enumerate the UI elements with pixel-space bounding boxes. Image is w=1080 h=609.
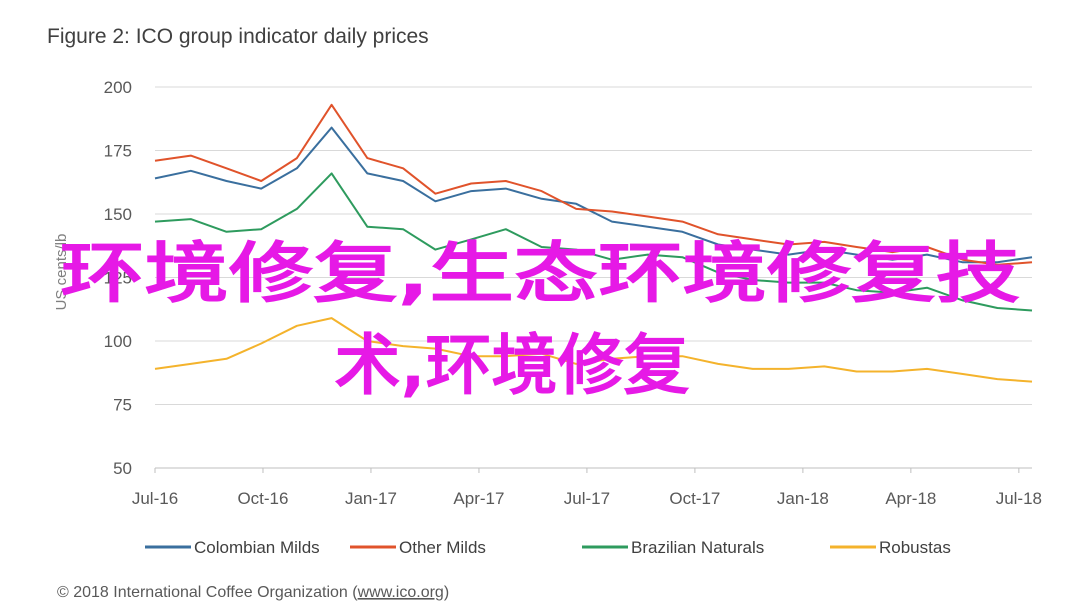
y-tick-label: 175 bbox=[104, 142, 132, 161]
y-tick-label: 50 bbox=[113, 459, 132, 478]
footer-prefix: © 2018 International Coffee Organization… bbox=[57, 584, 358, 601]
y-tick-label: 125 bbox=[104, 269, 132, 288]
x-tick-label: Jan-18 bbox=[777, 489, 829, 508]
x-tick-label: Oct-17 bbox=[669, 489, 720, 508]
y-tick-label: 75 bbox=[113, 396, 132, 415]
x-tick-label: Oct-16 bbox=[237, 489, 288, 508]
legend: Colombian Milds Other Milds Brazilian Natu… bbox=[145, 538, 951, 557]
y-axis-label: US cents/lb bbox=[53, 234, 70, 311]
x-tick-labels: Jul-16 Oct-16 Jan-17 Apr-17 Jul-17 Oct-17 Jan-… bbox=[132, 468, 1042, 508]
overlay-text-line-1: 环境修复,生态环境修复技 bbox=[60, 235, 1020, 312]
series-line-colombian-milds bbox=[154, 126, 1033, 264]
legend-label: Colombian Milds bbox=[194, 538, 320, 557]
series-line-other-milds bbox=[154, 103, 1033, 266]
footer-link[interactable]: www.ico.org bbox=[357, 584, 444, 601]
y-tick-labels: 50 75 100 125 150 175 200 bbox=[104, 78, 132, 478]
x-tick-label: Jul-17 bbox=[564, 489, 610, 508]
x-tick-label: Apr-17 bbox=[453, 489, 504, 508]
x-tick-label: Jul-16 bbox=[132, 489, 178, 508]
footer-copyright: © 2018 International Coffee Organization… bbox=[57, 584, 449, 601]
chart-title: Figure 2: ICO group indicator daily pric… bbox=[47, 25, 429, 48]
series-lines bbox=[154, 103, 1033, 383]
overlay-text-line-2: 术,环境修复 bbox=[334, 327, 689, 404]
x-tick-label: Jan-17 bbox=[345, 489, 397, 508]
x-tick-label: Apr-18 bbox=[885, 489, 936, 508]
legend-label: Other Milds bbox=[399, 538, 486, 557]
series-line-brazilian-naturals bbox=[154, 172, 1033, 312]
footer-suffix: ) bbox=[444, 584, 449, 601]
y-tick-label: 150 bbox=[104, 205, 132, 224]
x-tick-label: Jul-18 bbox=[996, 489, 1042, 508]
legend-label: Brazilian Naturals bbox=[631, 538, 764, 557]
legend-label: Robustas bbox=[879, 538, 951, 557]
y-tick-label: 100 bbox=[104, 332, 132, 351]
y-tick-label: 200 bbox=[104, 78, 132, 97]
series-line-robustas bbox=[154, 317, 1033, 383]
